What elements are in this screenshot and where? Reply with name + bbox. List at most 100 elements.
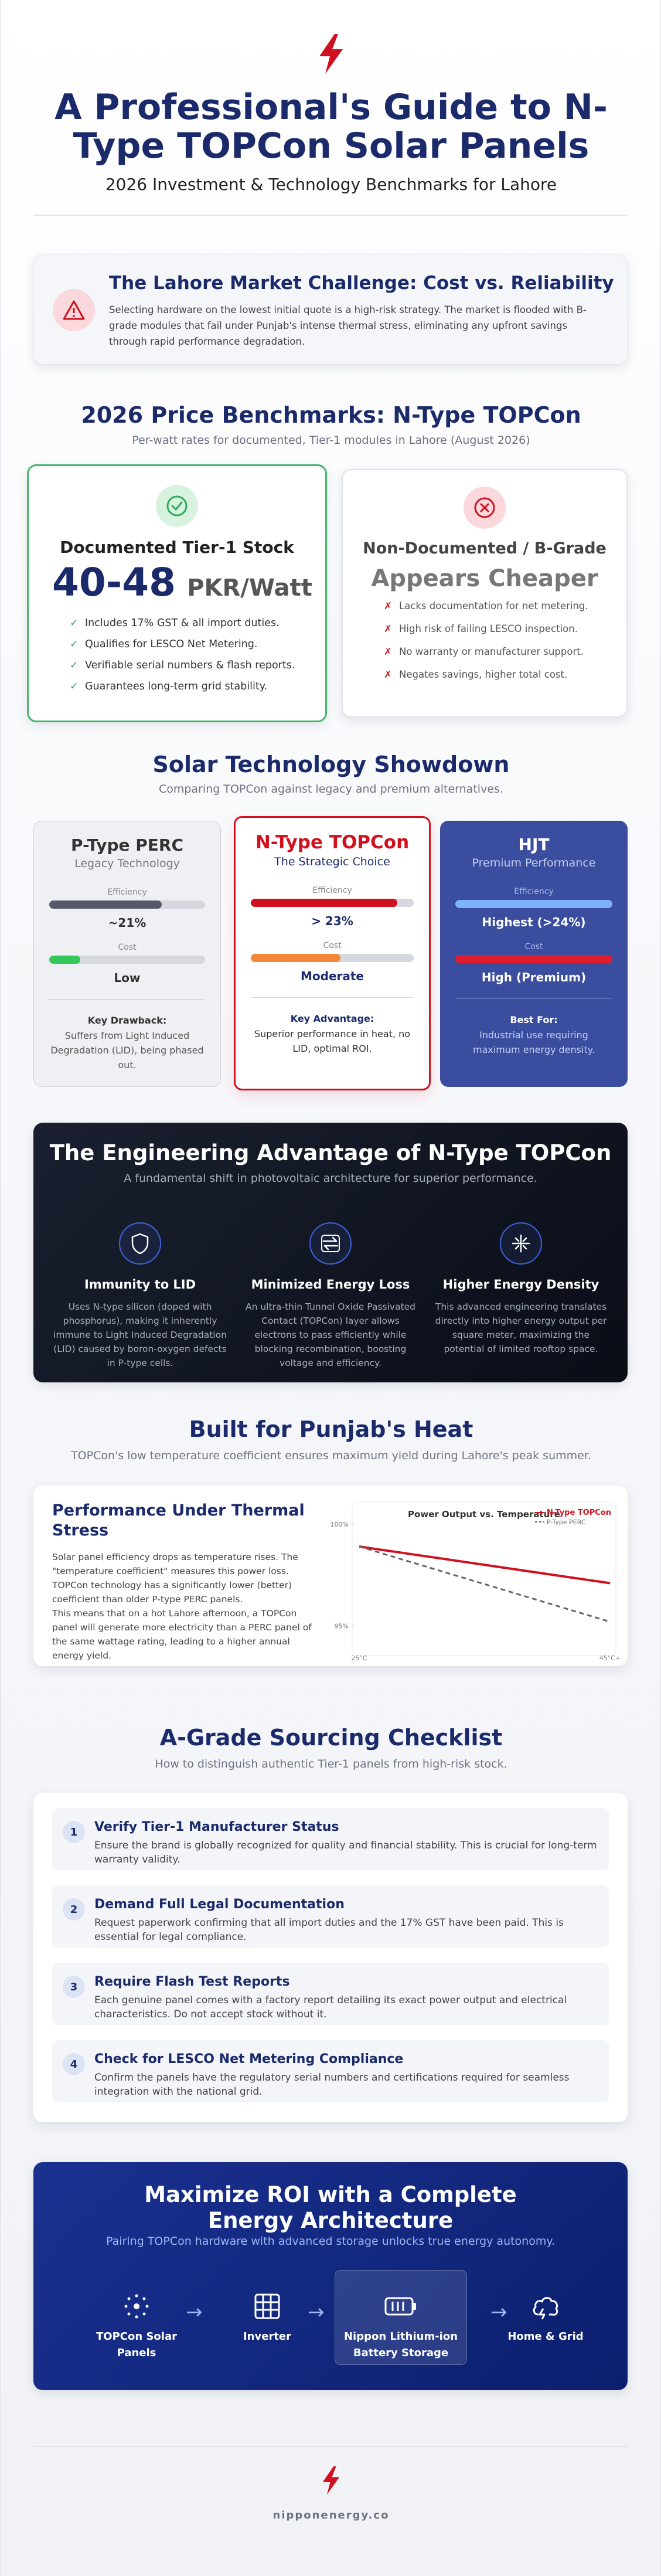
item-number: 4 [63,2053,85,2075]
x-icon [464,487,506,529]
check-icon [156,485,198,527]
list-item: Qualifies for LESCO Net Metering. [70,638,316,650]
divider [33,215,628,216]
item-text: Request paperwork confirming that all im… [94,1917,564,1943]
price-line: 40-48 PKR/Watt [52,560,312,605]
section-heading: Built for Punjab's Heat [189,1416,473,1442]
card-subtitle: Premium Performance [472,857,596,869]
list-item: High risk of failing LESCO inspection. [384,623,618,634]
step-label: Inverter [243,2330,292,2343]
challenge-text: Selecting hardware on the lowest initial… [109,304,587,347]
metric-label: Cost [524,942,543,951]
price-unit: PKR/Watt [187,575,312,601]
checklist-item: 4 Check for LESCO Net Metering Complianc… [52,2040,609,2102]
item-title: Demand Full Legal Documentation [94,1897,345,1912]
price-value: 40-48 [52,560,176,605]
flow-arrow: → [490,2300,507,2324]
feature: Minimized Energy Loss An ultra-thin Tunn… [243,1222,418,1370]
step-label: TOPCon Solar Panels [96,2330,177,2359]
section-heading: The Engineering Advantage of N-Type TOPC… [49,1140,612,1165]
section-heading: A-Grade Sourcing Checklist [159,1725,503,1751]
checklist-card: 1 Verify Tier-1 Manufacturer Status Ensu… [33,1793,628,2122]
feature-title: Minimized Energy Loss [251,1277,410,1292]
plot-frame [352,1501,616,1656]
paragraph: Solar panel efficiency drops as temperat… [52,1552,298,1605]
challenge-card: The Lahore Market Challenge: Cost vs. Re… [33,254,628,365]
flow-step: Nippon Lithium-ion Battery Storage [342,2291,459,2361]
checklist-item: 2 Demand Full Legal Documentation Reques… [52,1885,609,1948]
metric-bar [49,956,205,964]
feature-text: This advanced engineering translates dir… [435,1301,607,1354]
metric-bar [455,955,612,963]
card-title: HJT [518,835,550,854]
metric-bar [49,900,205,909]
section-subheading: Comparing TOPCon against legacy and prem… [159,783,503,796]
y-tick-label: 95% [335,1622,349,1630]
tech-card: P-Type PERC Legacy Technology Efficiency… [33,821,221,1087]
metric-label: Efficiency [312,886,352,895]
roi-panel: Maximize ROI with a Complete Energy Arch… [33,2162,628,2390]
page-subtitle: 2026 Investment & Technology Benchmarks … [105,175,557,194]
item-text: Ensure the brand is globally recognized … [94,1840,597,1865]
metric-label: Cost [118,943,137,952]
feature: Higher Energy Density This advanced engi… [433,1222,609,1356]
metric-label: Cost [323,941,342,950]
list-item: Lacks documentation for net metering. [384,600,618,611]
price-value: Appears Cheaper [371,565,598,592]
item-number: 2 [63,1898,85,1921]
item-title: Check for LESCO Net Metering Compliance [94,2052,404,2067]
metric-value: > 23% [311,914,353,928]
flow-arrow: → [308,2300,325,2324]
list-item: Verifiable serial numbers & flash report… [70,660,316,671]
engineering-panel: The Engineering Advantage of N-Type TOPC… [33,1123,628,1382]
tech-card: N-Type TOPCon The Strategic Choice Effic… [234,816,431,1090]
footer-bolt [322,2466,340,2495]
logo-bolt [319,34,343,74]
list-item: Negates savings, higher total cost. [384,669,618,680]
metric-value: Moderate [300,969,364,983]
heat-card: Performance Under Thermal Stress Solar p… [33,1486,628,1666]
feature: Immunity to LID Uses N-type silicon (dop… [52,1222,228,1370]
section-heading: Solar Technology Showdown [152,752,510,777]
item-text: Each genuine panel comes with a factory … [94,1994,567,2020]
section-subheading: How to distinguish authentic Tier-1 pane… [155,1758,507,1770]
page-title: A Professional's Guide to N-Type TOPCon … [54,87,608,166]
series-line [359,1545,611,1623]
paragraph: This means that on a hot Lahore afternoo… [52,1608,312,1661]
divider [455,998,612,999]
warning-icon [53,289,95,331]
challenge-title: The Lahore Market Challenge: Cost vs. Re… [109,273,614,294]
section-heading: 2026 Price Benchmarks: N-Type TOPCon [81,402,581,428]
metric-bar [251,954,414,962]
item-text: Confirm the panels have the regulatory s… [94,2072,570,2098]
list-item: Includes 17% GST & all import duties. [70,617,316,629]
step-label: Home & Grid [507,2330,584,2343]
card-subtitle: The Strategic Choice [274,855,390,868]
section-subheading: TOPCon's low temperature coefficient ens… [71,1449,591,1462]
chart-title: Power Output vs. Temperature [408,1509,560,1520]
flow-step: Inverter [209,2291,326,2345]
note-text: Suffers from Light Induced Degradation (… [50,1030,204,1070]
card-title: Non-Documented / B-Grade [363,539,607,558]
item-title: Require Flash Test Reports [94,1975,290,1989]
line-chart: Power Output vs. Temperature 100% 95% 25°C 4… [330,1501,619,1662]
feature-list: Includes 17% GST & all import duties. Qu… [70,617,316,702]
note-label: Best For: [510,1014,558,1025]
feature-icon [309,1222,352,1265]
metric-label: Efficiency [514,887,554,896]
x-tick-label: 45°C+ [599,1654,619,1662]
footer-site: nipponenergy.co [272,2509,390,2521]
metric-value: ~21% [108,916,146,930]
x-tick-label: 25°C [351,1654,367,1662]
flow-step: Home & Grid [487,2291,604,2345]
flow-step: TOPCon Solar Panels [78,2291,195,2361]
item-number: 3 [63,1976,85,1998]
card-title: Documented Tier-1 Stock [60,538,294,557]
legend-label: N-Type TOPCon [547,1508,611,1517]
list-item: No warranty or manufacturer support. [384,646,618,657]
series-line [359,1545,611,1585]
feature-text: Uses N-type silicon (doped with phosphor… [53,1301,227,1368]
y-tick-label: 100% [330,1521,349,1528]
